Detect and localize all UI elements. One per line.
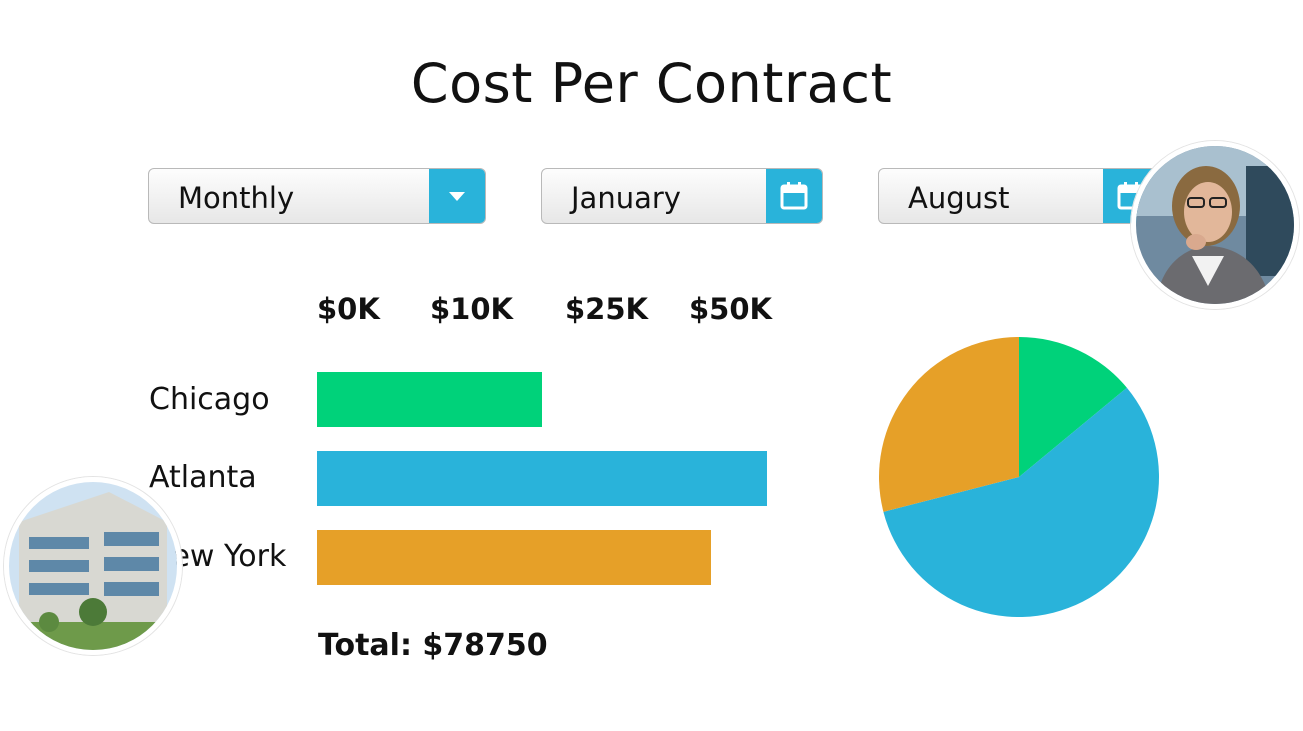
- period-value: Monthly: [178, 181, 295, 215]
- axis-tick-3: $50K: [689, 292, 773, 326]
- building-avatar: [4, 477, 182, 655]
- page-title: Cost Per Contract: [410, 52, 893, 115]
- category-label-chicago: Chicago: [149, 382, 270, 417]
- end-date-picker[interactable]: August: [878, 168, 1160, 224]
- axis-tick-1: $10K: [430, 292, 514, 326]
- person-avatar: [1131, 141, 1299, 309]
- total-label: Total: $78750: [318, 628, 548, 663]
- axis-tick-2: $25K: [565, 292, 649, 326]
- bar-new-york: [317, 530, 711, 585]
- pie-slice-atlanta: [883, 387, 1159, 617]
- end-date-value: August: [908, 181, 1010, 215]
- pie-chart: [879, 337, 1159, 617]
- period-dropdown[interactable]: Monthly: [148, 168, 486, 224]
- start-date-calendar-button[interactable]: [766, 169, 822, 223]
- bar-atlanta: [317, 451, 767, 506]
- start-date-value: January: [571, 181, 681, 215]
- bar-chicago: [317, 372, 542, 427]
- start-date-picker[interactable]: January: [541, 168, 823, 224]
- axis-tick-0: $0K: [317, 292, 380, 326]
- category-label-atlanta: Atlanta: [149, 460, 257, 495]
- period-dropdown-button[interactable]: [429, 169, 485, 223]
- calendar-icon: [780, 182, 808, 210]
- pie-slice-chicago: [1019, 337, 1127, 477]
- caret-down-icon: [449, 191, 465, 201]
- pie-slice-new-york: [879, 337, 1019, 512]
